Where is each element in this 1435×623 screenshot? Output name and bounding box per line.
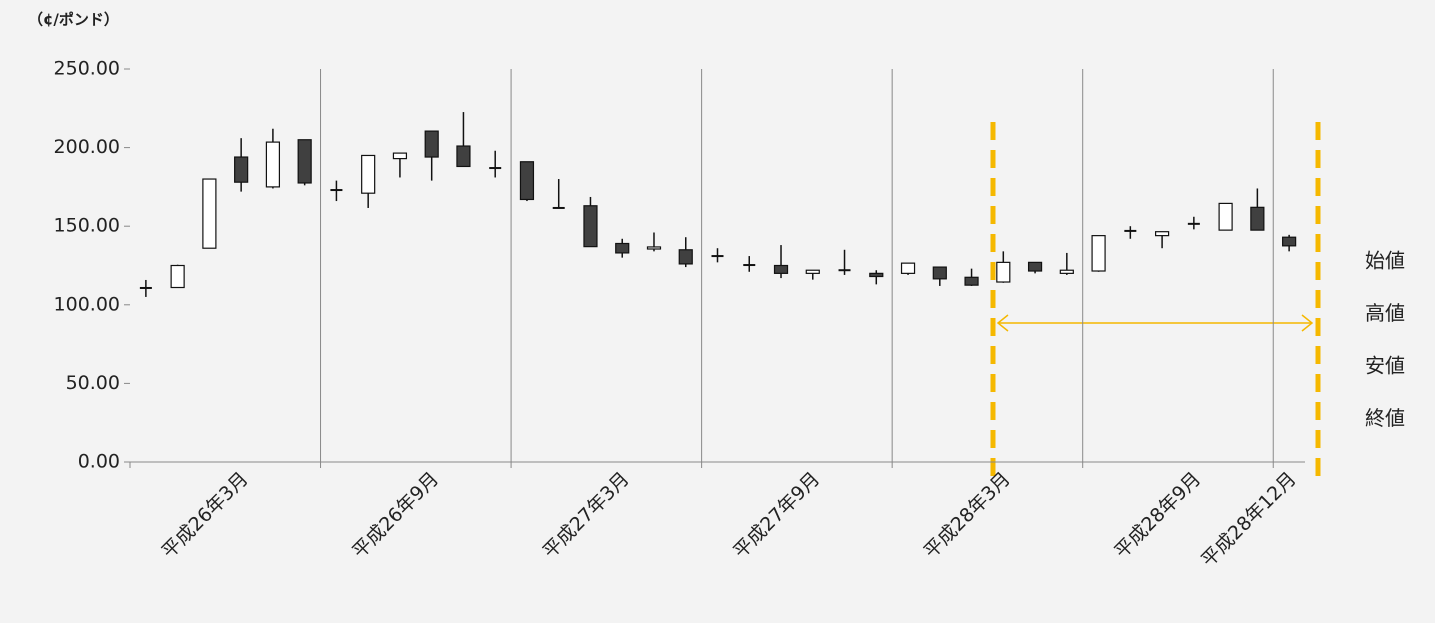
candle-body (234, 156, 249, 183)
candle (1027, 261, 1043, 274)
arrow-head (996, 314, 1009, 332)
candle-body (265, 141, 281, 188)
y-tick-label: 0.00 (78, 451, 120, 473)
candle (1091, 235, 1106, 272)
y-tick-label: 50.00 (66, 372, 120, 394)
legend-label: 安値 (1365, 354, 1405, 378)
candle (773, 245, 789, 279)
candle-body (1218, 202, 1233, 231)
candle-body (932, 266, 947, 280)
candle-body (1154, 231, 1170, 237)
candle-body (456, 145, 471, 168)
candle (996, 251, 1011, 283)
candle-body (519, 161, 535, 201)
candle (646, 232, 662, 252)
candle (678, 237, 693, 268)
candle (424, 130, 439, 181)
candle (456, 112, 471, 168)
x-tick-label: 平成28年3月 (920, 468, 1015, 563)
candle (711, 248, 724, 263)
candle (297, 139, 312, 186)
candle-body (964, 276, 979, 286)
candle-body (1027, 261, 1043, 272)
candle (1124, 226, 1137, 239)
candle (234, 138, 249, 192)
candle-body (869, 272, 884, 278)
candle (1218, 202, 1233, 231)
candle-body (900, 262, 916, 274)
candle-body (646, 246, 662, 250)
candle (869, 270, 884, 285)
legend-label: 高値 (1365, 301, 1405, 325)
legend-label: 終値 (1365, 406, 1405, 430)
x-tick-label: 平成28年12月 (1197, 468, 1300, 571)
candle (392, 152, 408, 178)
y-tick-label: 150.00 (54, 215, 120, 237)
candle-body (678, 249, 693, 265)
legend-label: 始値 (1365, 249, 1405, 273)
candle (964, 268, 979, 286)
candle (552, 179, 565, 209)
candle-body (1091, 235, 1106, 272)
candle-body (202, 178, 217, 249)
candle (743, 256, 756, 272)
candle-body (297, 139, 312, 184)
candle-body (615, 242, 630, 254)
candle (1282, 234, 1297, 252)
candle-body (361, 154, 376, 194)
candle-body (583, 205, 598, 248)
candle-body (424, 130, 439, 158)
candle (1059, 252, 1074, 275)
candle-body (996, 261, 1011, 283)
candle (489, 150, 502, 178)
candle-body (170, 264, 185, 289)
x-tick-label: 平成26年3月 (158, 468, 253, 563)
candle (1250, 188, 1265, 231)
candle (519, 161, 535, 202)
candle-body (1282, 236, 1297, 247)
period-annotation (990, 122, 1321, 478)
candle (615, 238, 630, 258)
candle-body (805, 269, 820, 274)
candle-body (1250, 206, 1265, 231)
candle (330, 180, 343, 202)
y-tick-label: 100.00 (54, 293, 120, 315)
candle (932, 266, 947, 286)
y-tick-label: 250.00 (54, 58, 120, 80)
x-tick-label: 平成28年9月 (1110, 468, 1205, 563)
candle (265, 128, 281, 189)
x-tick-label: 平成27年9月 (729, 468, 824, 563)
candle (805, 269, 820, 280)
candle (202, 178, 217, 249)
candle-body (1059, 269, 1074, 274)
candle (583, 196, 598, 248)
y-tick-label: 200.00 (54, 136, 120, 158)
x-tick-label: 平成27年3月 (539, 468, 634, 563)
candle (900, 262, 916, 275)
candle (1187, 216, 1200, 230)
candle (139, 279, 152, 297)
x-tick-label: 平成26年9月 (348, 468, 443, 563)
arrow-head (1301, 314, 1314, 332)
candle-body (773, 264, 789, 274)
candle (170, 264, 185, 289)
y-axis-label: （¢/ポンド） (28, 11, 119, 29)
candle (361, 154, 376, 208)
candle (838, 249, 851, 275)
candle-body (392, 152, 408, 160)
candle (1154, 231, 1170, 249)
